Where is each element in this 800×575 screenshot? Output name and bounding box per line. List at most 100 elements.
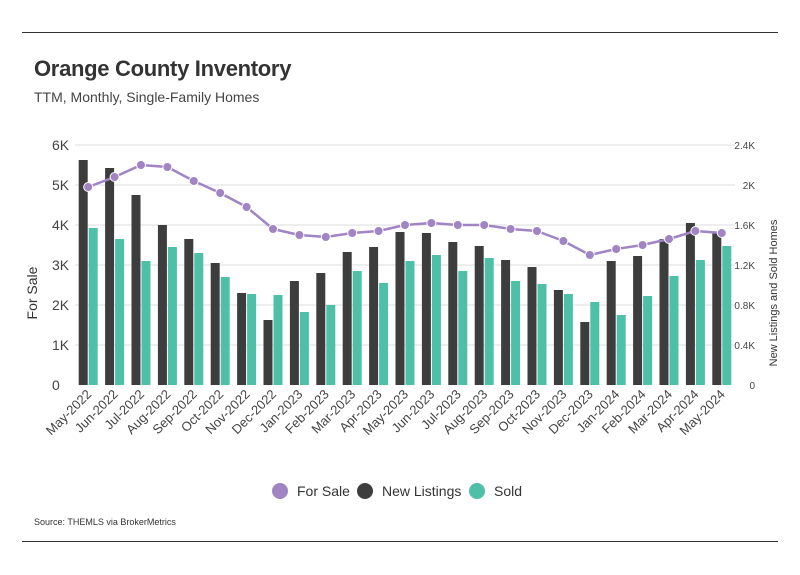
y-tick-left: 0 — [52, 377, 60, 393]
bar-new-listings — [553, 290, 563, 385]
legend-item-sold[interactable]: Sold — [469, 483, 522, 499]
bar-new-listings — [184, 239, 194, 385]
for-sale-point — [505, 224, 516, 234]
bar-sold — [115, 239, 125, 385]
bar-sold — [299, 312, 309, 385]
bar-new-listings — [633, 256, 643, 385]
bar-sold — [537, 284, 547, 385]
for-sale-point — [83, 182, 94, 192]
for-sale-point — [637, 240, 648, 250]
bar-new-listings — [237, 293, 247, 385]
legend-item-for-sale[interactable]: For Sale — [272, 483, 350, 499]
for-sale-point — [452, 220, 463, 230]
y-tick-left: 2K — [52, 297, 70, 313]
y-tick-right: 0.8K — [734, 301, 755, 312]
y-tick-right: 2K — [743, 181, 756, 192]
y-tick-left: 3K — [52, 257, 70, 273]
legend: For Sale New Listings Sold — [272, 483, 522, 499]
bar-new-listings — [527, 267, 537, 385]
y-tick-right: 2.4K — [734, 141, 755, 152]
for-sale-point — [400, 220, 410, 230]
for-sale-point — [188, 176, 199, 186]
for-sale-point — [664, 234, 674, 244]
bar-sold — [431, 255, 441, 385]
bar-sold — [141, 261, 151, 385]
for-sale-point — [136, 160, 146, 170]
for-sale-point — [109, 172, 120, 182]
bar-new-listings — [105, 168, 115, 385]
y-tick-right: 1.6K — [734, 221, 755, 232]
for-sale-point — [268, 224, 278, 234]
bar-sold — [458, 271, 468, 385]
y-axis-left: 0 1K 2K 3K 4K 5K 6K — [52, 137, 70, 393]
legend-label-sold: Sold — [494, 483, 522, 499]
bar-sold — [326, 305, 336, 385]
bar-sold — [88, 228, 98, 385]
bar-sold — [590, 302, 600, 385]
bar-new-listings — [712, 233, 722, 385]
for-sale-point — [690, 226, 701, 236]
bar-sold — [352, 271, 362, 385]
y-tick-left: 4K — [52, 217, 70, 233]
bar-new-listings — [474, 246, 484, 385]
for-sale-line-path — [87, 163, 722, 257]
legend-swatch-for-sale — [272, 483, 288, 499]
bar-new-listings — [342, 252, 352, 385]
for-sale-point — [558, 236, 569, 246]
bottom-rule — [22, 541, 778, 542]
bar-new-listings — [448, 242, 458, 385]
bar-sold — [563, 294, 573, 385]
bar-sold — [484, 258, 494, 385]
y-axis-right-label: New Listings and Sold Homes — [768, 219, 780, 366]
bar-new-listings — [580, 322, 590, 385]
legend-swatch-sold — [469, 483, 485, 499]
bar-new-listings — [606, 261, 616, 385]
legend-label-for-sale: For Sale — [297, 483, 350, 499]
bar-sold — [669, 276, 679, 385]
y-axis-left-label: For Sale — [24, 266, 40, 319]
bar-sold — [643, 296, 653, 385]
bar-sold — [273, 295, 283, 385]
for-sale-point — [532, 226, 542, 236]
for-sale-point — [584, 250, 595, 260]
legend-swatch-new-listings — [357, 483, 373, 499]
bar-new-listings — [157, 225, 167, 385]
y-tick-right: 0 — [749, 381, 755, 392]
chart-title: Orange County Inventory — [34, 56, 292, 81]
top-rule — [22, 32, 778, 33]
bar-sold — [616, 315, 626, 385]
for-sale-point — [716, 228, 727, 238]
legend-label-new-listings: New Listings — [382, 483, 461, 499]
y-axis-right: 0 0.4K 0.8K 1.2K 1.6K 2K 2.4K — [734, 141, 755, 392]
bar-new-listings — [289, 281, 299, 385]
bar-new-listings — [369, 247, 379, 385]
for-sale-point — [426, 218, 437, 228]
bar-sold — [722, 246, 732, 385]
bar-sold — [220, 277, 230, 385]
bar-sold — [194, 253, 204, 385]
y-tick-right: 0.4K — [734, 341, 755, 352]
for-sale-point — [241, 202, 252, 212]
source-note: Source: THEMLS via BrokerMetrics — [34, 517, 176, 527]
bar-new-listings — [421, 233, 431, 385]
bar-new-listings — [131, 195, 141, 385]
y-tick-left: 6K — [52, 137, 70, 153]
bar-new-listings — [659, 239, 669, 385]
bar-new-listings — [78, 160, 88, 385]
bar-sold — [511, 281, 521, 385]
for-sale-point — [479, 220, 490, 230]
bars — [78, 160, 732, 385]
legend-item-new-listings[interactable]: New Listings — [357, 483, 461, 499]
for-sale-point — [347, 228, 358, 238]
for-sale-point — [373, 226, 384, 236]
bar-sold — [247, 294, 257, 385]
y-tick-left: 1K — [52, 337, 70, 353]
bar-new-listings — [210, 263, 220, 385]
y-tick-left: 5K — [52, 177, 70, 193]
for-sale-point — [320, 232, 331, 242]
bar-sold — [167, 247, 177, 385]
bar-sold — [379, 283, 389, 385]
bar-new-listings — [263, 320, 273, 385]
for-sale-point — [294, 230, 305, 240]
